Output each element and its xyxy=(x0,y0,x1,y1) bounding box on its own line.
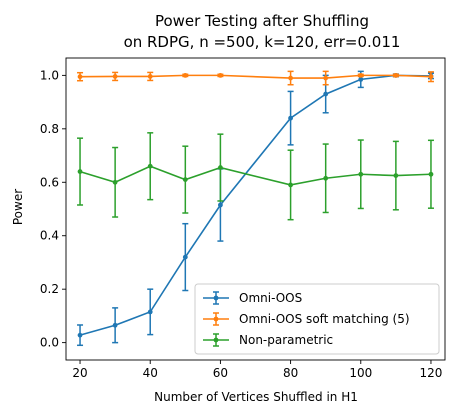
series-3-point xyxy=(218,165,223,170)
series-1-group xyxy=(77,70,434,347)
series-2-line xyxy=(80,74,431,79)
series-3-point xyxy=(77,169,83,174)
legend-series-2-marker xyxy=(213,316,219,322)
series-1-point xyxy=(182,254,188,260)
series-1-point xyxy=(77,332,83,338)
series-1-point xyxy=(112,322,118,328)
series-3-line xyxy=(79,165,431,186)
y-tick-label: 0.8 xyxy=(40,122,59,136)
series-2-point xyxy=(428,74,434,80)
series-2-point xyxy=(288,75,293,81)
legend-series-1-label: Omni-OOS xyxy=(239,291,302,305)
series-2-point xyxy=(77,74,83,80)
series-3-point xyxy=(358,171,364,177)
chart-title-line2: on RDPG, n =500, k=120, err=0.011 xyxy=(124,33,401,51)
series-3-point xyxy=(428,171,434,177)
series-2-point xyxy=(182,72,188,78)
series-3-point xyxy=(112,179,118,185)
x-tick-label: 40 xyxy=(143,366,158,380)
legend-series-3-marker xyxy=(213,337,219,343)
series-2-point xyxy=(358,72,364,78)
legend-series-2-label: Omni-OOS soft matching (5) xyxy=(239,312,410,326)
series-1-line xyxy=(79,74,431,336)
y-tick-label: 0.4 xyxy=(40,229,59,243)
series-3-point xyxy=(323,175,329,181)
series-2-point xyxy=(218,72,223,78)
series-1-point xyxy=(358,76,364,82)
legend-series-3-label: Non-parametric xyxy=(239,333,333,347)
y-tick-label: 1.0 xyxy=(40,68,59,82)
legend-series-1-marker xyxy=(213,295,219,301)
y-tick-label: 0.0 xyxy=(40,336,59,350)
series-2-point xyxy=(393,72,399,78)
series-1-point xyxy=(288,115,293,121)
plot-area: 20 40 60 80 100 120 0.0 0.2 0.4 0.6 0.8 1.0 xyxy=(40,57,446,380)
y-tick-label: 0.6 xyxy=(40,175,59,189)
legend-box xyxy=(194,283,440,355)
series-1-point xyxy=(323,91,329,97)
axes-frame xyxy=(65,57,446,361)
series-3-point xyxy=(393,173,399,178)
series-1-point xyxy=(147,309,153,315)
series-3-point xyxy=(182,177,188,183)
x-tick-label: 80 xyxy=(283,366,298,380)
x-axis-label: Number of Vertices Shuffled in H1 xyxy=(154,390,358,404)
series-3-group xyxy=(77,132,434,221)
series-2-group xyxy=(77,70,434,86)
series-1-point xyxy=(218,202,223,208)
legend: Omni-OOS Omni-OOS soft matching (5) Non-pa… xyxy=(194,283,440,355)
series-2-point xyxy=(323,75,329,81)
x-tick-label: 60 xyxy=(213,366,228,380)
series-2-point xyxy=(112,74,118,79)
x-tick-label: 120 xyxy=(420,366,443,380)
series-3-point xyxy=(147,163,153,169)
chart-title-line1: Power Testing after Shuffling xyxy=(155,12,369,30)
x-tick-label: 100 xyxy=(349,366,372,380)
x-tick-label: 20 xyxy=(72,366,87,380)
series-3-point xyxy=(288,182,293,188)
series-2-point xyxy=(147,74,153,79)
y-tick-label: 0.2 xyxy=(40,282,59,296)
y-axis-label: Power xyxy=(11,189,25,225)
